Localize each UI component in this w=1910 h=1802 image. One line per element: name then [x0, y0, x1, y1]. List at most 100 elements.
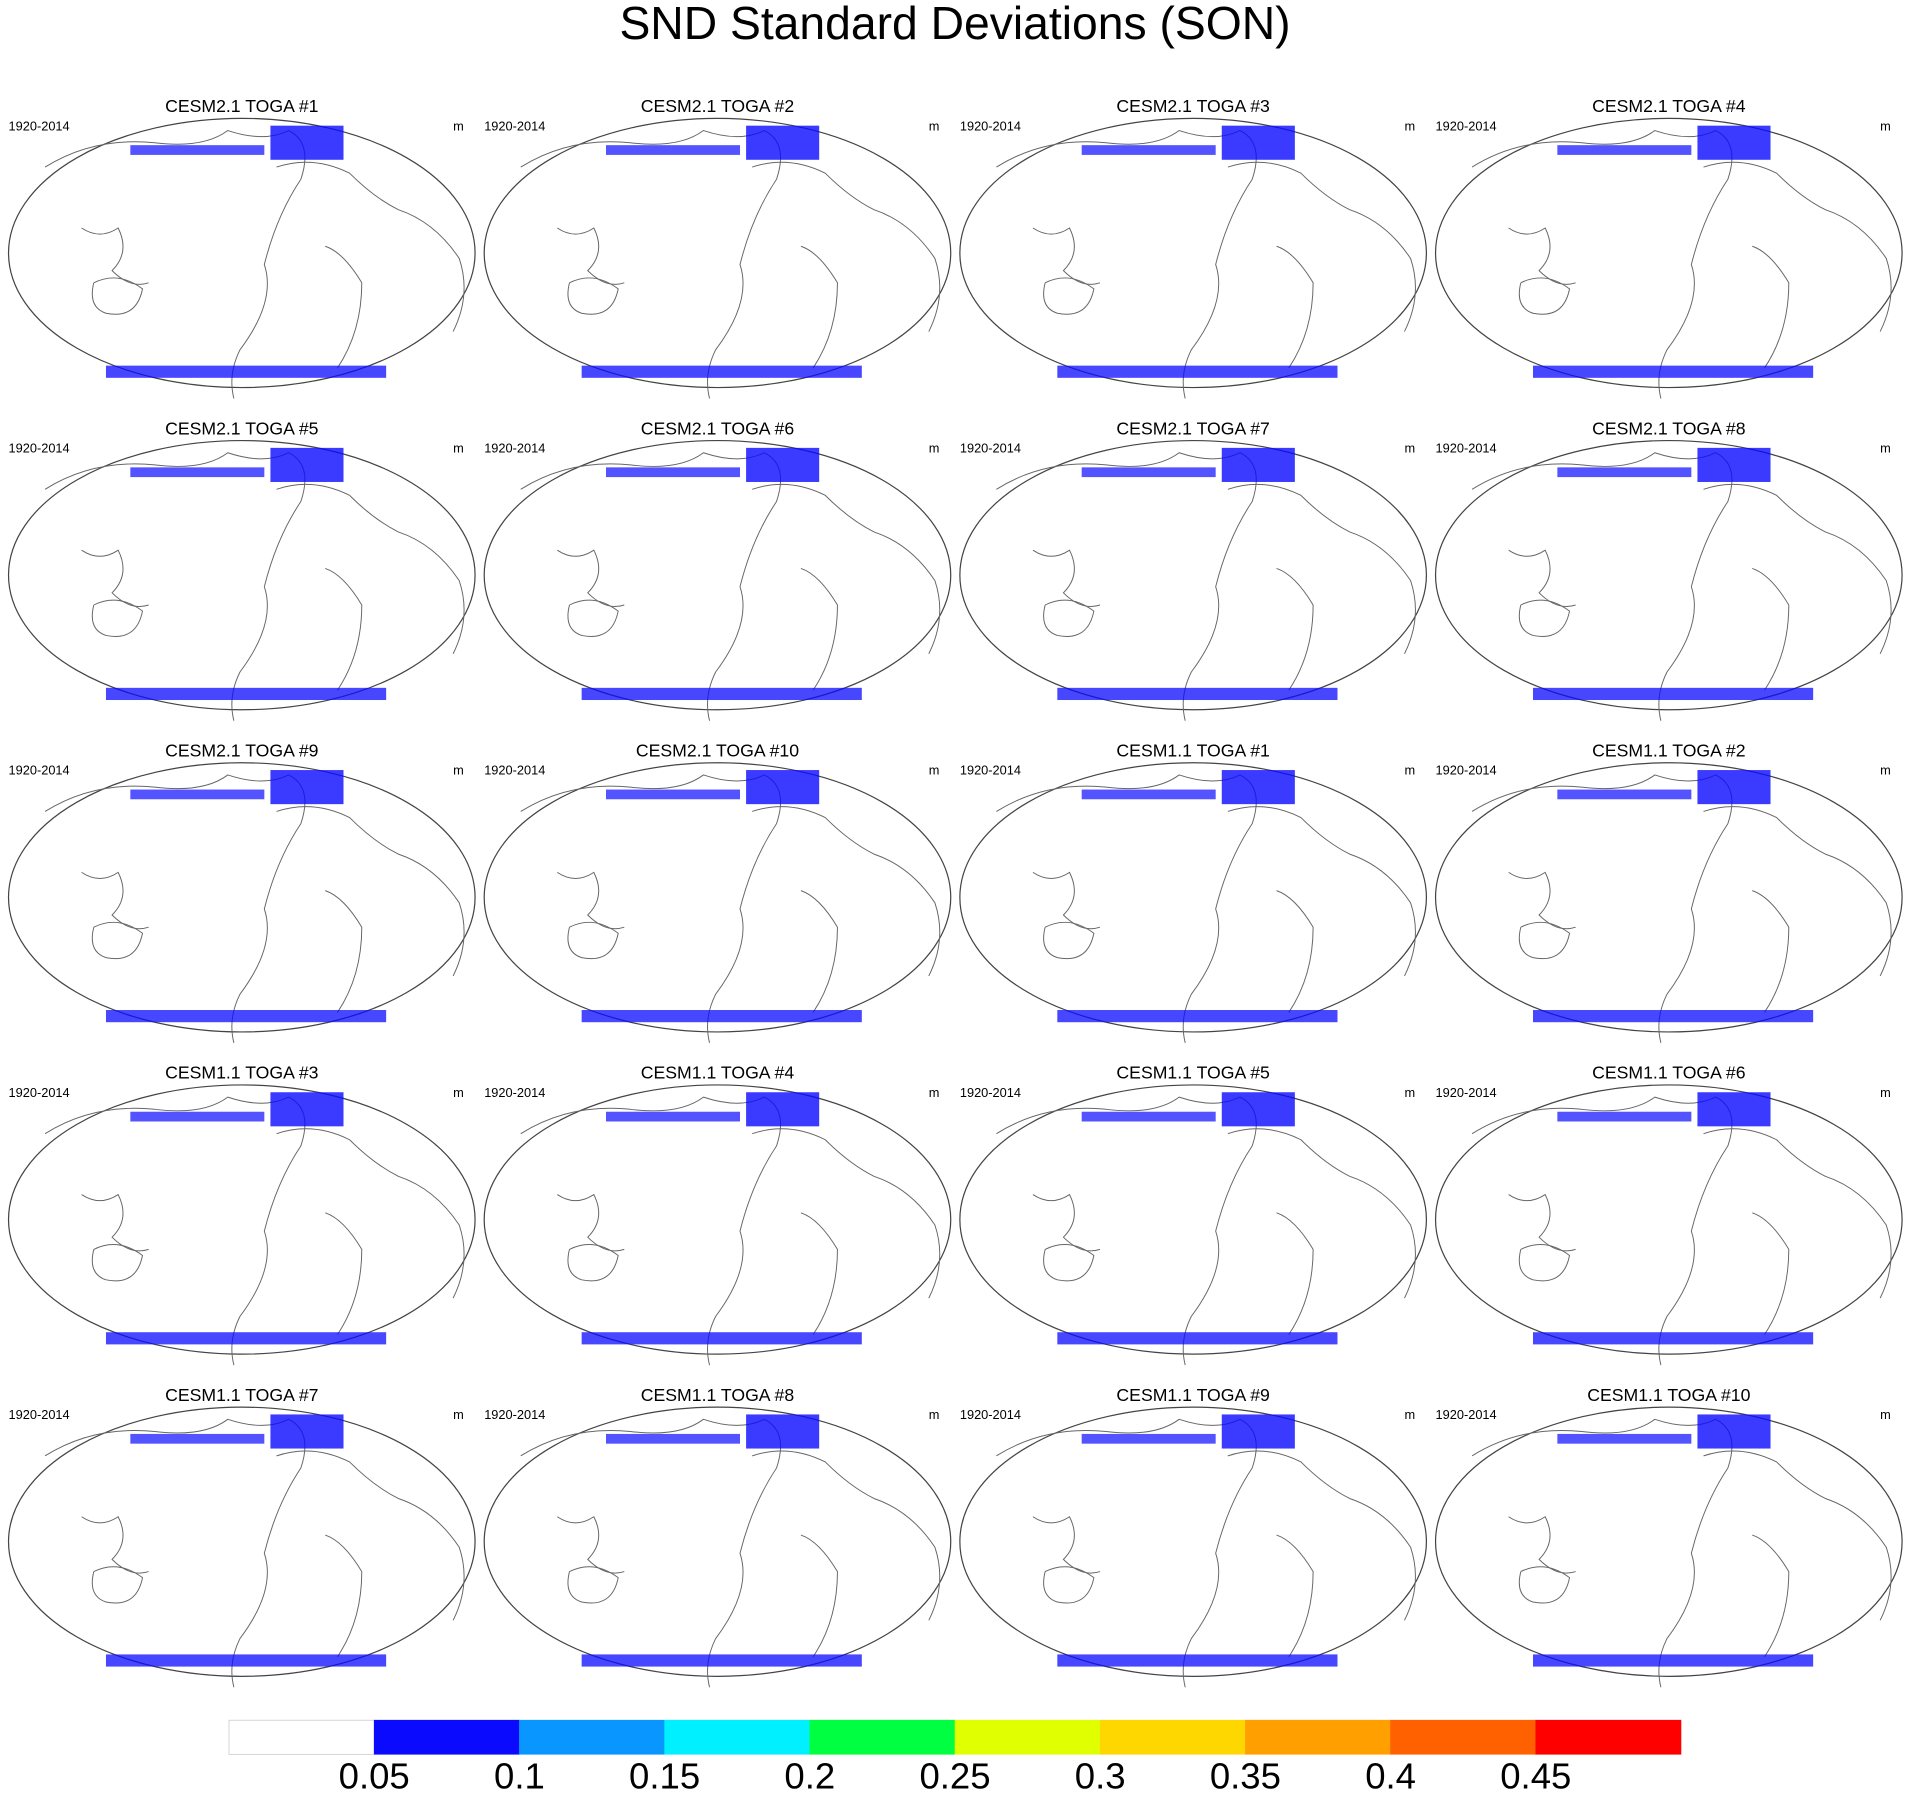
snow-region	[130, 467, 265, 478]
panel-units: m	[1404, 763, 1415, 778]
coastline	[1703, 806, 1892, 977]
coastline	[1752, 245, 1790, 369]
panel-units: m	[453, 1085, 464, 1100]
map-outline	[959, 1084, 1428, 1355]
snow-region	[1532, 1654, 1814, 1667]
snow-region	[270, 447, 344, 482]
coastline	[1227, 1128, 1416, 1299]
coastline	[1276, 1534, 1314, 1658]
map-outline	[483, 1406, 952, 1677]
colorbar-box	[519, 1719, 665, 1755]
panel-units: m	[453, 118, 464, 133]
snow-region	[105, 365, 387, 378]
coastline	[1227, 806, 1416, 977]
map-panel: CESM2.1 TOGA #8 1920-2014 m	[1434, 418, 1903, 721]
map-panel: CESM2.1 TOGA #6 1920-2014 m	[483, 418, 952, 721]
snow-region	[1057, 687, 1338, 701]
snow-region	[746, 1414, 820, 1449]
panel-title: CESM1.1 TOGA #1	[1116, 740, 1269, 760]
coastline	[520, 774, 782, 1044]
map-panel: CESM2.1 TOGA #3 1920-2014 m	[959, 96, 1428, 399]
panel-title: CESM1.1 TOGA #8	[641, 1385, 795, 1405]
snow-region	[1081, 1433, 1216, 1444]
snow-region	[581, 687, 862, 701]
map-panel: CESM1.1 TOGA #3 1920-2014 m	[7, 1063, 476, 1366]
snow-region	[746, 447, 820, 482]
coastline	[1508, 549, 1576, 608]
coastline	[1032, 227, 1101, 285]
coastline	[567, 1566, 619, 1604]
coastline	[520, 129, 782, 399]
panel-period: 1920-2014	[960, 1407, 1021, 1422]
coastline	[1752, 567, 1790, 691]
snow-region	[1557, 789, 1692, 800]
panel-period: 1920-2014	[9, 440, 70, 455]
panel-period: 1920-2014	[484, 763, 545, 778]
snow-region	[1081, 1111, 1216, 1122]
snow-region	[581, 1332, 862, 1345]
figure-title: SND Standard Deviations (SON)	[619, 0, 1290, 49]
snow-region	[105, 1332, 387, 1345]
panel-units: m	[1404, 440, 1415, 455]
map-outline	[483, 117, 952, 389]
panel-title: CESM1.1 TOGA #6	[1592, 1063, 1746, 1083]
coastline	[567, 1244, 619, 1282]
snow-region	[1081, 789, 1216, 800]
snow-region	[606, 145, 741, 155]
coastline	[1043, 1566, 1095, 1604]
panel-units: m	[1880, 440, 1891, 455]
panel-period: 1920-2014	[9, 1407, 70, 1422]
panel-period: 1920-2014	[1436, 118, 1497, 133]
panel-title: CESM1.1 TOGA #10	[1587, 1385, 1750, 1405]
map-panel: CESM1.1 TOGA #6 1920-2014 m	[1434, 1063, 1903, 1366]
snow-region	[606, 467, 741, 478]
map-outline	[959, 439, 1428, 711]
coastline	[800, 245, 838, 369]
coastline	[752, 1128, 941, 1299]
map-outline	[959, 762, 1428, 1033]
map-outline	[7, 762, 476, 1033]
coastline	[81, 1193, 149, 1252]
colorbar-box	[954, 1719, 1101, 1755]
panel-title: CESM2.1 TOGA #2	[641, 96, 794, 116]
coastline	[1471, 452, 1733, 721]
snow-region	[1532, 1010, 1814, 1023]
panel-title: CESM1.1 TOGA #7	[165, 1385, 318, 1405]
map-outline	[1434, 1084, 1903, 1355]
snow-region	[606, 1433, 741, 1444]
panel-title: CESM2.1 TOGA #1	[165, 96, 318, 116]
coastline	[91, 921, 144, 960]
panel-period: 1920-2014	[484, 1085, 545, 1100]
snow-region	[581, 1010, 862, 1023]
coastline	[81, 1516, 149, 1574]
panel-title: CESM2.1 TOGA #8	[1592, 418, 1746, 438]
map-panel: CESM2.1 TOGA #2 1920-2014 m	[483, 96, 952, 399]
coastline	[325, 245, 363, 369]
panel-units: m	[929, 440, 940, 455]
colorbar-label: 0.3	[1075, 1755, 1126, 1796]
coastline	[1752, 1534, 1790, 1658]
coastline	[1043, 921, 1095, 960]
panel-title: CESM1.1 TOGA #4	[641, 1063, 795, 1083]
panel-units: m	[929, 118, 940, 133]
panel-title: CESM2.1 TOGA #7	[1116, 418, 1269, 438]
map-outline	[959, 117, 1428, 389]
snow-region	[1221, 1414, 1295, 1449]
coastline	[1043, 1244, 1095, 1282]
snow-region	[130, 1111, 265, 1122]
panel-period: 1920-2014	[960, 763, 1021, 778]
colorbar-label: 0.15	[629, 1755, 700, 1796]
coastline	[1471, 1418, 1733, 1688]
snow-region	[746, 125, 820, 160]
coastline	[1508, 227, 1576, 285]
map-panel: CESM2.1 TOGA #9 1920-2014 m	[7, 740, 476, 1044]
colorbar-box	[1245, 1719, 1391, 1755]
coastline	[276, 1450, 465, 1621]
coastline	[276, 483, 465, 654]
snow-region	[1557, 1111, 1692, 1122]
coastline	[1518, 599, 1571, 637]
coastline	[1276, 890, 1314, 1013]
coastline	[567, 277, 619, 315]
snow-region	[1557, 1433, 1692, 1444]
coastline	[1508, 1516, 1576, 1574]
